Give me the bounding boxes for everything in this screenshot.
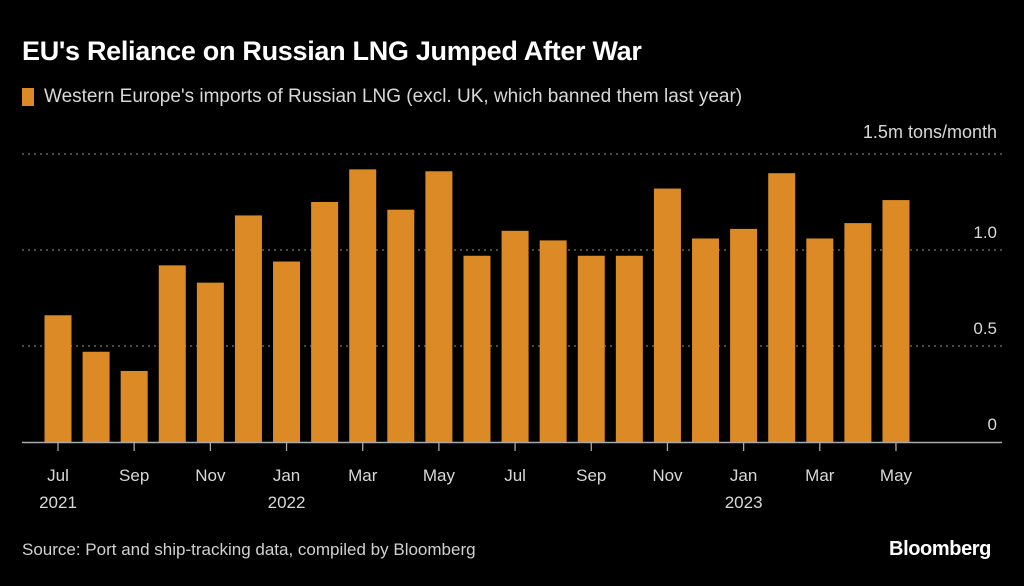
bar bbox=[768, 173, 796, 442]
x-tick-year-label: 2023 bbox=[725, 493, 763, 512]
bar bbox=[273, 261, 301, 442]
x-tick-label: Jul bbox=[47, 466, 69, 485]
bar bbox=[387, 209, 415, 442]
y-tick-label: 1.0 bbox=[973, 223, 997, 242]
bar bbox=[349, 169, 377, 443]
bar bbox=[501, 230, 529, 442]
bar bbox=[577, 255, 605, 442]
legend: Western Europe's imports of Russian LNG … bbox=[22, 86, 742, 108]
y-tick-label: 0 bbox=[988, 415, 997, 434]
bar bbox=[234, 215, 262, 442]
bar bbox=[692, 238, 720, 442]
bar bbox=[882, 200, 910, 442]
bar bbox=[806, 238, 834, 442]
bar bbox=[463, 255, 491, 442]
x-tick-year-label: 2022 bbox=[268, 493, 306, 512]
bar bbox=[425, 171, 453, 442]
bar bbox=[196, 282, 224, 442]
x-tick-year-label: 2021 bbox=[39, 493, 77, 512]
x-tick-label: Nov bbox=[652, 466, 683, 485]
bar bbox=[311, 202, 339, 442]
bloomberg-logo: Bloomberg bbox=[889, 538, 991, 560]
bar bbox=[82, 351, 110, 442]
x-tick-label: May bbox=[423, 466, 456, 485]
y-tick-label: 0.5 bbox=[973, 319, 997, 338]
x-tick-label: Sep bbox=[576, 466, 606, 485]
x-tick-label: Jul bbox=[504, 466, 526, 485]
y-axis-unit-label: 1.5m tons/month bbox=[862, 122, 997, 142]
bar bbox=[44, 315, 72, 442]
bar bbox=[120, 370, 148, 442]
x-tick-label: Jan bbox=[273, 466, 300, 485]
legend-label: Western Europe's imports of Russian LNG … bbox=[44, 86, 743, 107]
x-tick-label: Nov bbox=[195, 466, 226, 485]
chart-title: EU's Reliance on Russian LNG Jumped Afte… bbox=[22, 36, 642, 66]
x-tick-label: Jan bbox=[730, 466, 757, 485]
bar bbox=[615, 255, 643, 442]
bar bbox=[844, 223, 872, 442]
x-tick-label: Mar bbox=[805, 466, 835, 485]
x-tick-label: May bbox=[880, 466, 913, 485]
x-tick-label: Sep bbox=[119, 466, 149, 485]
legend-swatch bbox=[22, 88, 34, 106]
x-tick-label: Mar bbox=[348, 466, 378, 485]
bar bbox=[158, 265, 186, 442]
bar bbox=[730, 228, 758, 442]
bar bbox=[653, 188, 681, 442]
source-note: Source: Port and ship-tracking data, com… bbox=[22, 540, 476, 559]
bar bbox=[539, 240, 567, 442]
